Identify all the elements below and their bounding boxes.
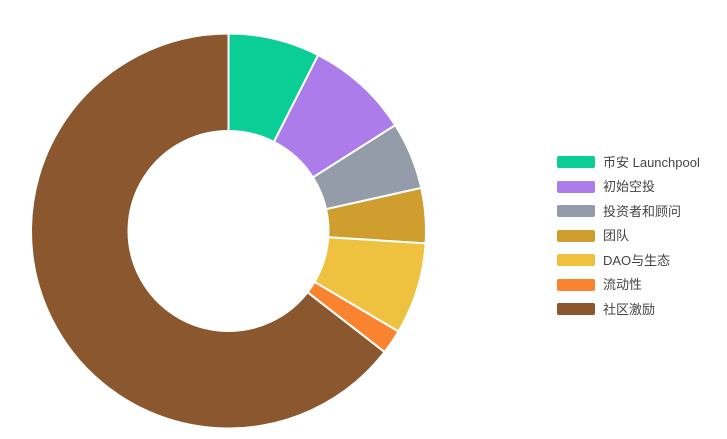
legend-swatch	[557, 254, 595, 267]
legend-label: 社区激励	[603, 301, 656, 317]
legend-label: 币安 Launchpool	[603, 154, 700, 170]
donut-slice-6[interactable]	[30, 32, 386, 430]
legend-item-6[interactable]: 社区激励	[557, 297, 700, 322]
legend-label: DAO与生态	[603, 252, 671, 268]
legend-item-4[interactable]: DAO与生态	[557, 248, 700, 273]
legend-label: 团队	[603, 228, 630, 244]
legend-swatch	[557, 156, 595, 169]
legend-swatch	[557, 278, 595, 291]
legend-item-5[interactable]: 流动性	[557, 273, 700, 298]
legend-item-2[interactable]: 投资者和顾问	[557, 199, 700, 224]
chart-legend: 币安 Launchpool 初始空投投资者和顾问 团队 DAO与生态 流动性社区激励	[557, 150, 700, 322]
legend-label: 流动性	[603, 277, 643, 293]
legend-item-0[interactable]: 币安 Launchpool	[557, 150, 700, 175]
legend-label: 初始空投	[603, 179, 656, 195]
legend-swatch	[557, 229, 595, 242]
legend-item-1[interactable]: 初始空投	[557, 175, 700, 200]
legend-swatch	[557, 180, 595, 193]
legend-item-3[interactable]: 团队	[557, 224, 700, 249]
legend-swatch	[557, 303, 595, 316]
legend-label: 投资者和顾问	[603, 203, 682, 219]
legend-swatch	[557, 205, 595, 218]
